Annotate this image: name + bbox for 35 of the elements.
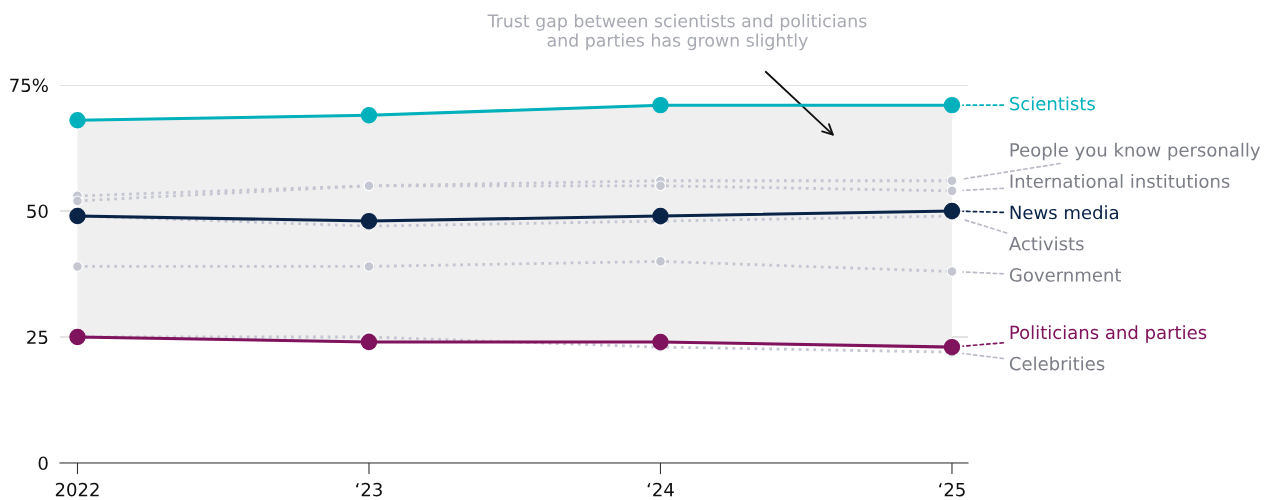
point bbox=[72, 195, 83, 207]
point bbox=[652, 207, 669, 225]
text: Activists bbox=[1009, 236, 1084, 251]
text: People you know personally bbox=[1010, 142, 1261, 161]
point bbox=[360, 107, 378, 124]
point bbox=[943, 96, 961, 114]
legend-label: Government bbox=[1009, 268, 1122, 282]
point bbox=[655, 255, 666, 267]
point bbox=[655, 180, 666, 192]
point bbox=[363, 261, 375, 272]
x-tick-label: ‘25 bbox=[939, 482, 965, 497]
legend-label: Celebrities bbox=[1009, 356, 1105, 371]
point bbox=[943, 202, 961, 220]
legend-label: Politicians and parties bbox=[1010, 325, 1207, 343]
x-tick-label: ‘23 bbox=[356, 482, 382, 497]
y-tick-label: 0 bbox=[38, 456, 48, 471]
x-tick-label: ‘24 bbox=[647, 482, 674, 497]
point bbox=[69, 112, 86, 129]
point bbox=[72, 261, 83, 272]
point bbox=[360, 333, 378, 351]
y-tick-label: 25 bbox=[27, 330, 48, 345]
point bbox=[360, 212, 378, 230]
x-tick-label: 2022 bbox=[55, 482, 99, 497]
point bbox=[943, 338, 961, 356]
point bbox=[946, 175, 958, 187]
point bbox=[946, 185, 958, 197]
point bbox=[652, 333, 669, 351]
y-tick-label: 50 bbox=[27, 204, 48, 219]
y-tick-label: 75% bbox=[10, 78, 48, 93]
legend-label: News media bbox=[1010, 205, 1118, 220]
text: Trust gap between scientists and politicians and parties has grown slightly bbox=[487, 13, 867, 51]
point bbox=[652, 96, 669, 114]
legend-label: International institutions bbox=[1010, 174, 1230, 189]
point bbox=[946, 266, 958, 277]
legend-label: Scientists bbox=[1010, 96, 1095, 111]
